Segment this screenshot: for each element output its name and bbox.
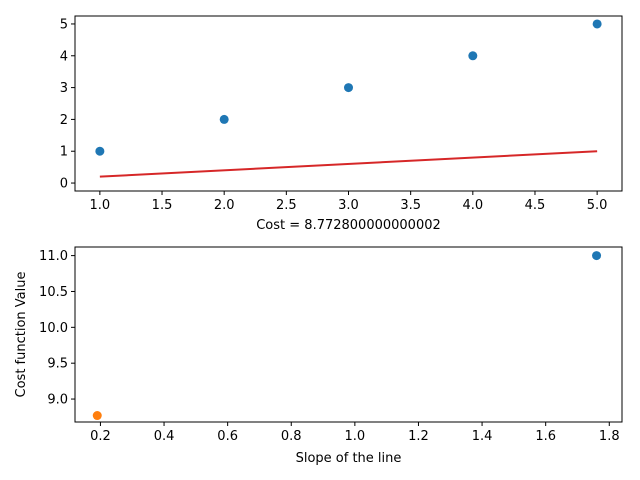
top-plot-x-tick-label: 2.5 bbox=[276, 198, 297, 213]
bottom-plot-x-tick-label: 0.6 bbox=[217, 429, 238, 444]
bottom-plot: 0.2 0.4 0.6 0.8 1.0 1.2 1.4 1.6 1.8 9.0 9.5 10.0 10… bbox=[14, 246, 623, 466]
top-plot-data-point bbox=[344, 83, 353, 93]
top-plot-y-tick-label: 1 bbox=[60, 145, 68, 160]
top-plot-x-axis-label: Cost = 8.772800000000002 bbox=[256, 218, 441, 233]
bottom-plot-y-tick-label: 11.0 bbox=[39, 249, 68, 264]
bottom-plot-x-tick-label: 0.4 bbox=[154, 429, 175, 444]
top-plot-x-tick-label: 3.5 bbox=[400, 198, 421, 213]
top-plot-data-point bbox=[592, 19, 602, 29]
bottom-plot-y-tick-label: 10.0 bbox=[39, 321, 68, 336]
top-plot: 1.0 1.5 2.0 2.5 3.0 3.5 4.0 4.5 5.0 0 1 2 3 4 5 Cost … bbox=[60, 15, 623, 233]
top-plot-data-point bbox=[468, 51, 478, 61]
top-plot-x-tick-label: 2.0 bbox=[214, 198, 235, 213]
bottom-plot-x-tick-label: 1.0 bbox=[345, 429, 366, 444]
top-plot-y-tick-label: 2 bbox=[60, 113, 68, 128]
bottom-plot-y-tick-label: 10.5 bbox=[39, 285, 68, 300]
top-plot-y-tick-label: 5 bbox=[60, 17, 68, 32]
top-plot-fit-line bbox=[99, 150, 598, 178]
top-plot-x-tick-label: 1.5 bbox=[152, 198, 173, 213]
bottom-plot-marks bbox=[92, 251, 602, 421]
top-plot-x-tick-label: 5.0 bbox=[587, 198, 608, 213]
bottom-plot-x-tick-label: 1.6 bbox=[535, 429, 556, 444]
top-plot-x-tick-label: 4.5 bbox=[525, 198, 546, 213]
bottom-plot-x-tick-label: 0.2 bbox=[90, 429, 111, 444]
top-plot-data-point bbox=[95, 146, 105, 156]
bottom-plot-y-tick-label: 9.5 bbox=[47, 357, 68, 372]
bottom-plot-y-tick-label: 9.0 bbox=[47, 393, 68, 408]
top-plot-data-point bbox=[219, 114, 229, 124]
bottom-plot-x-tick-label: 1.8 bbox=[599, 429, 620, 444]
top-plot-x-tick-label: 3.0 bbox=[338, 198, 359, 213]
top-plot-x-ticks: 1.0 1.5 2.0 2.5 3.0 3.5 4.0 4.5 5.0 bbox=[90, 191, 608, 213]
top-plot-y-ticks: 0 1 2 3 4 5 bbox=[60, 17, 75, 192]
bottom-plot-frame bbox=[74, 246, 623, 423]
top-plot-x-tick-label: 4.0 bbox=[462, 198, 483, 213]
bottom-plot-x-axis-label: Slope of the line bbox=[296, 451, 402, 466]
bottom-plot-x-tick-label: 1.2 bbox=[408, 429, 429, 444]
bottom-plot-x-tick-label: 0.8 bbox=[281, 429, 302, 444]
bottom-plot-y-ticks: 9.0 9.5 10.0 10.5 11.0 bbox=[39, 249, 75, 408]
top-plot-y-tick-label: 0 bbox=[60, 177, 68, 192]
top-plot-y-tick-label: 3 bbox=[60, 81, 68, 96]
top-plot-x-tick-label: 1.0 bbox=[90, 198, 111, 213]
bottom-plot-x-ticks: 0.2 0.4 0.6 0.8 1.0 1.2 1.4 1.6 1.8 bbox=[90, 422, 620, 444]
bottom-plot-data-point bbox=[92, 411, 102, 421]
bottom-plot-x-tick-label: 1.4 bbox=[472, 429, 493, 444]
top-plot-y-tick-label: 4 bbox=[60, 49, 68, 64]
bottom-plot-y-axis-label: Cost function Value bbox=[14, 272, 29, 398]
bottom-plot-data-point bbox=[592, 251, 602, 261]
top-plot-marks bbox=[95, 19, 602, 178]
